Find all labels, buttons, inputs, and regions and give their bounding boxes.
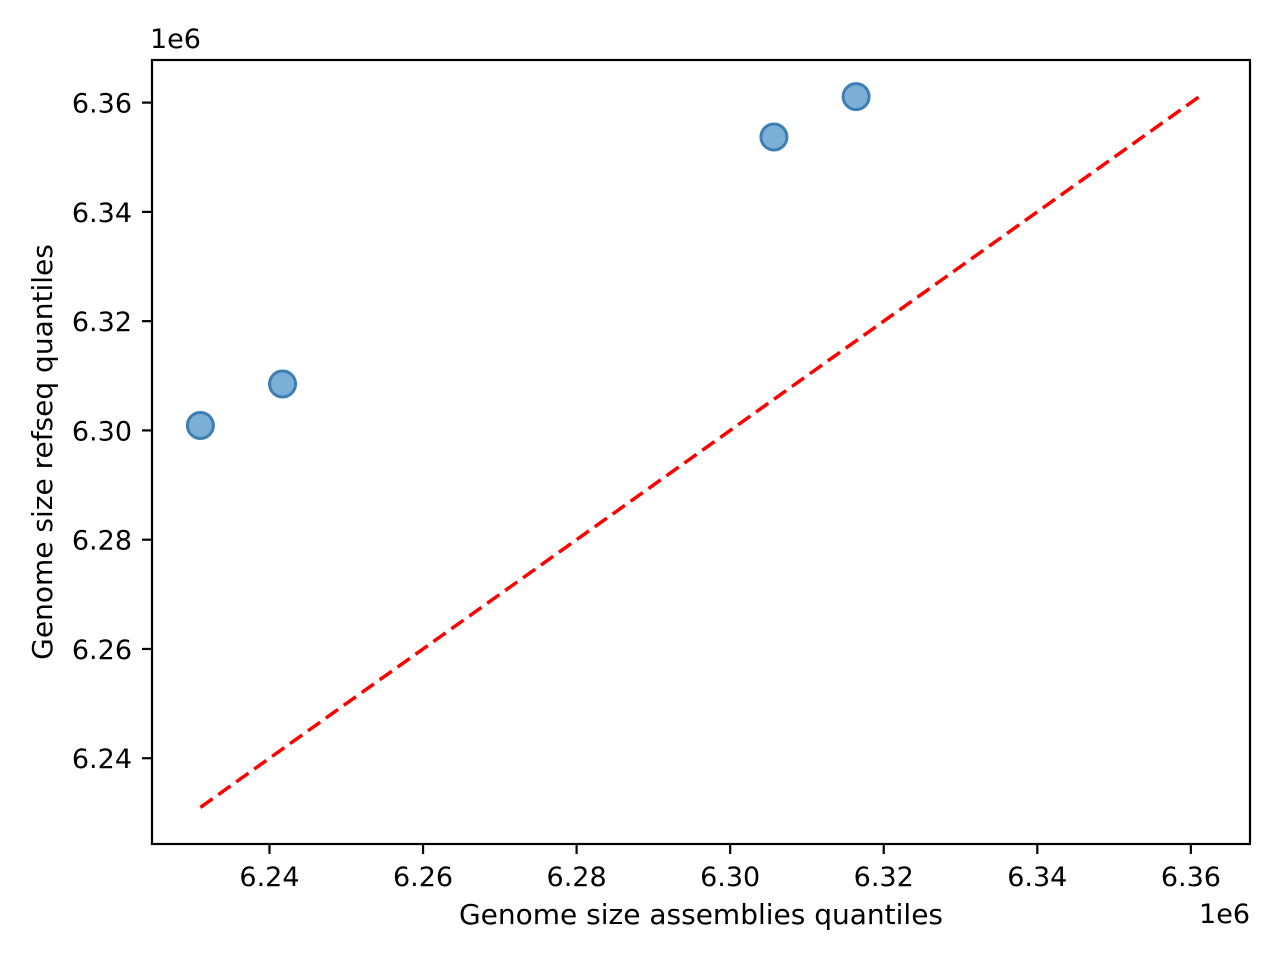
x-axis-offset-text: 1e6 bbox=[1199, 899, 1250, 930]
scatter-point bbox=[185, 411, 215, 441]
scatter-point bbox=[759, 122, 789, 152]
axes-frame bbox=[150, 58, 1252, 846]
identity-reference-line bbox=[199, 95, 1201, 809]
y-axis-label: Genome size refseq quantiles bbox=[26, 244, 59, 660]
x-tick-label: 6.30 bbox=[700, 862, 760, 893]
x-axis-label: Genome size assemblies quantiles bbox=[459, 898, 943, 931]
x-tick-label: 6.32 bbox=[854, 862, 914, 893]
x-tick-label: 6.26 bbox=[393, 862, 453, 893]
x-tick-label: 6.24 bbox=[239, 862, 299, 893]
y-tick-label: 6.34 bbox=[72, 198, 132, 229]
x-axis-ticks: 6.24 6.26 6.28 6.30 6.32 6.34 6.36 bbox=[239, 844, 1221, 893]
x-tick-label: 6.36 bbox=[1161, 862, 1221, 893]
y-axis-offset-text: 1e6 bbox=[150, 24, 201, 55]
x-tick-label: 6.34 bbox=[1007, 862, 1067, 893]
scatter-point bbox=[268, 369, 298, 399]
y-tick-label: 6.24 bbox=[72, 744, 132, 775]
scatter-point bbox=[841, 82, 871, 112]
identity-line bbox=[199, 95, 1201, 809]
y-tick-label: 6.30 bbox=[72, 416, 132, 447]
y-axis-ticks: 6.24 6.26 6.28 6.30 6.32 6.34 6.36 bbox=[72, 89, 152, 775]
y-tick-label: 6.26 bbox=[72, 635, 132, 666]
y-tick-label: 6.32 bbox=[72, 307, 132, 338]
x-tick-label: 6.28 bbox=[547, 862, 607, 893]
y-tick-label: 6.28 bbox=[72, 526, 132, 557]
scatter-points bbox=[185, 82, 871, 441]
y-tick-label: 6.36 bbox=[72, 89, 132, 120]
